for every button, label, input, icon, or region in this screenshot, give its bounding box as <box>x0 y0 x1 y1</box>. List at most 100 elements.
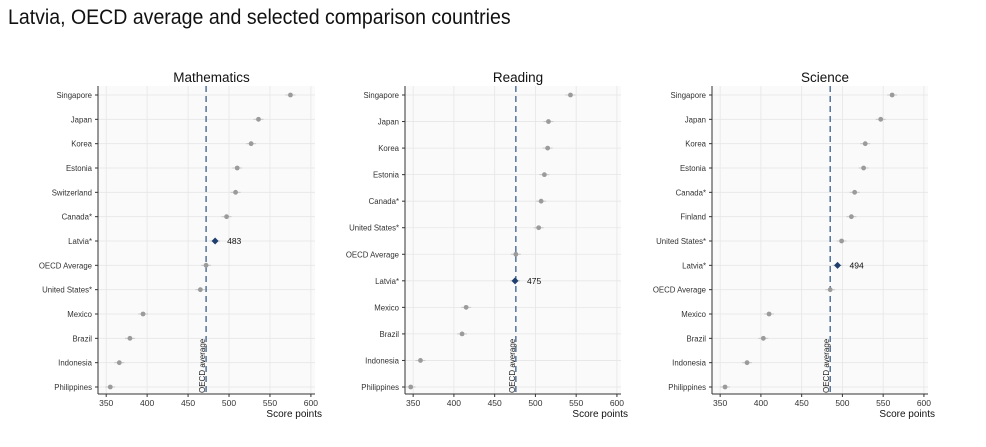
x-axis-label: Score points <box>266 409 322 420</box>
data-point <box>744 360 750 366</box>
category-label: Korea <box>71 140 92 149</box>
data-point <box>197 287 203 293</box>
data-point <box>889 92 895 98</box>
category-label: Mexico <box>681 310 706 319</box>
data-point <box>107 384 113 390</box>
data-point <box>766 311 772 317</box>
oecd-average-label: OECD average <box>508 338 517 393</box>
category-label: Singapore <box>363 91 399 100</box>
category-label: Indonesia <box>672 359 706 368</box>
plot-area <box>712 86 928 394</box>
data-point <box>568 92 573 98</box>
category-label: United States* <box>42 286 92 295</box>
category-label: Korea <box>685 140 706 149</box>
data-point <box>848 214 854 220</box>
data-point <box>760 335 766 341</box>
data-point <box>839 238 844 244</box>
category-label: Estonia <box>66 164 93 173</box>
page-title: Latvia, OECD average and selected compar… <box>8 6 511 29</box>
x-tick-label: 400 <box>140 398 154 408</box>
data-point <box>256 116 261 122</box>
chart-title: Science <box>801 70 849 85</box>
data-point <box>463 304 469 310</box>
category-label: Estonia <box>373 171 400 180</box>
data-point-highlight <box>211 237 219 245</box>
x-tick-label: 350 <box>713 398 727 408</box>
category-label: Canada* <box>62 213 92 222</box>
category-label: Indonesia <box>365 356 399 365</box>
data-point <box>459 331 465 337</box>
category-label: OECD Average <box>653 286 706 295</box>
x-tick-label: 450 <box>795 398 809 408</box>
plot-area <box>405 86 621 394</box>
category-label: OECD Average <box>346 250 399 259</box>
x-tick-label: 350 <box>99 398 113 408</box>
category-label: OECD Average <box>39 261 92 270</box>
category-label: Latvia* <box>682 261 706 270</box>
x-axis-label: Score points <box>572 409 628 420</box>
x-tick-label: 450 <box>181 398 195 408</box>
data-point <box>541 172 547 178</box>
data-point <box>827 287 833 293</box>
chart-title: Mathematics <box>173 70 250 85</box>
category-label: Latvia* <box>375 277 399 286</box>
x-tick-label: 600 <box>304 398 318 408</box>
x-tick-label: 600 <box>917 398 931 408</box>
x-tick-label: 500 <box>835 398 849 408</box>
data-point <box>224 214 229 220</box>
data-label: 483 <box>227 236 241 246</box>
data-point-highlight <box>834 261 842 269</box>
category-label: Singapore <box>670 91 706 100</box>
category-label: Philippines <box>361 383 399 392</box>
data-point <box>861 165 867 171</box>
category-label: Indonesia <box>58 359 92 368</box>
x-tick-label: 500 <box>528 398 542 408</box>
category-label: Philippines <box>668 383 706 392</box>
data-point <box>722 384 728 390</box>
category-label: Brazil <box>73 334 93 343</box>
oecd-average-label: OECD average <box>822 338 831 393</box>
category-label: Switzerland <box>52 188 92 197</box>
category-label: United States* <box>656 237 706 246</box>
data-point <box>852 189 858 195</box>
category-label: Canada* <box>676 188 706 197</box>
data-point <box>140 311 146 317</box>
oecd-average-label: OECD average <box>198 338 207 393</box>
x-tick-label: 500 <box>222 398 236 408</box>
category-label: Singapore <box>56 91 92 100</box>
category-label: Estonia <box>680 164 707 173</box>
category-label: Mexico <box>67 310 92 319</box>
x-tick-label: 450 <box>488 398 502 408</box>
data-label: 494 <box>850 260 864 270</box>
category-label: United States* <box>349 224 399 233</box>
category-label: Korea <box>378 144 399 153</box>
data-point <box>878 116 884 122</box>
category-label: Brazil <box>380 330 400 339</box>
data-point <box>546 119 551 124</box>
category-label: Japan <box>378 118 399 127</box>
data-point <box>408 384 414 390</box>
data-point <box>116 360 122 366</box>
data-point <box>127 335 133 341</box>
x-axis-label: Score points <box>879 409 935 420</box>
data-point <box>418 358 423 363</box>
data-point <box>203 262 209 268</box>
x-tick-label: 600 <box>610 398 624 408</box>
category-label: Canada* <box>369 197 399 206</box>
data-point <box>536 225 542 231</box>
data-label: 475 <box>527 276 541 286</box>
data-point <box>233 189 238 195</box>
data-point <box>538 198 544 204</box>
data-point <box>513 251 519 257</box>
x-tick-label: 550 <box>263 398 277 408</box>
category-label: Mexico <box>374 303 399 312</box>
category-label: Finland <box>680 213 706 222</box>
data-point <box>545 145 551 151</box>
data-point <box>234 165 240 171</box>
data-point <box>862 141 868 147</box>
x-tick-label: 350 <box>406 398 420 408</box>
